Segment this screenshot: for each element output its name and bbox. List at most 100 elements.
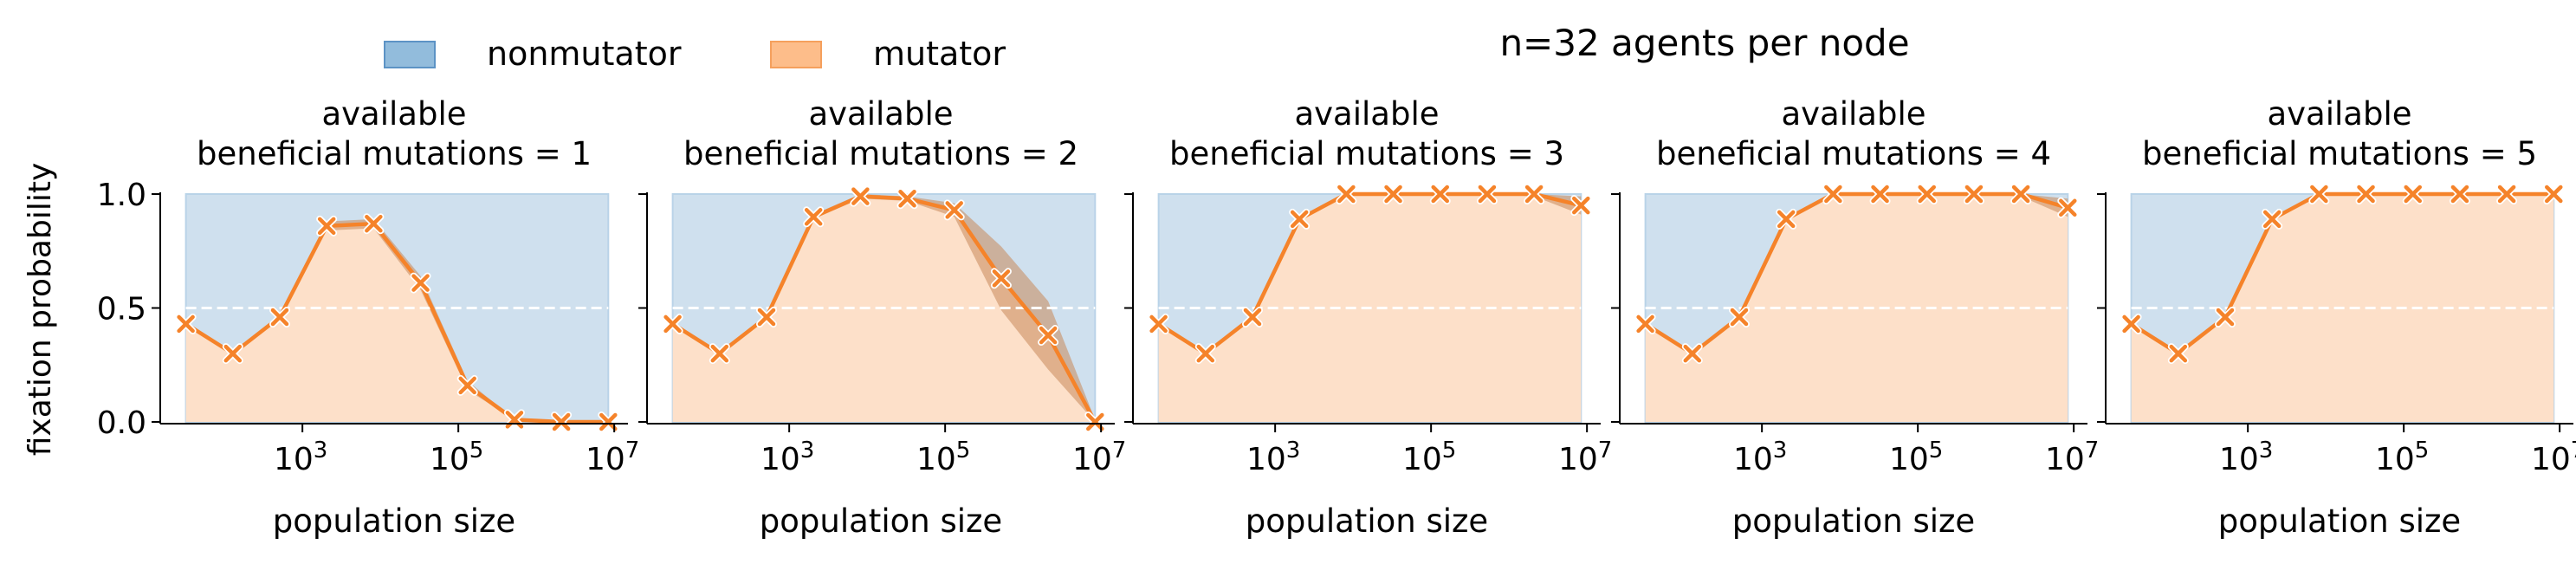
x-tick-label: 107	[1072, 438, 1126, 477]
marker	[663, 314, 682, 334]
x-tick-label: 105	[1889, 438, 1943, 477]
x-tick-label: 107	[1558, 438, 1612, 477]
x-tick-label: 103	[761, 438, 814, 477]
data-point-4	[316, 215, 338, 237]
mutator-line	[2130, 191, 2554, 356]
marker	[177, 314, 195, 334]
data-point-3	[2214, 307, 2236, 328]
y-tick-label: 1.0	[97, 178, 146, 213]
data-point-3	[1728, 307, 1750, 328]
panel-title-line1: available	[321, 95, 466, 133]
x-axis-label: population size	[760, 502, 1002, 540]
panel-title-line1: available	[2267, 95, 2411, 133]
data-point-1	[1634, 313, 1656, 334]
data-point-3	[755, 307, 777, 328]
data-point-1	[662, 313, 683, 334]
data-point-2	[709, 343, 730, 365]
mutator-line	[1157, 191, 1582, 356]
panel-title-line2: beneficial mutations = 2	[683, 135, 1078, 172]
marker	[710, 344, 729, 363]
data-point-6	[410, 272, 431, 294]
x-tick-label: 103	[1733, 438, 1787, 477]
legend: nonmutator mutator	[384, 35, 1006, 73]
marker	[851, 187, 870, 205]
panel-title-line2: beneficial mutations = 5	[2142, 135, 2537, 172]
legend-swatch-mutator	[770, 41, 822, 68]
marker	[1524, 185, 1544, 204]
data-point-2	[2167, 343, 2189, 365]
x-tick-label: 107	[2531, 438, 2576, 477]
marker	[270, 308, 289, 327]
data-point-7	[2402, 184, 2424, 204]
marker	[2545, 185, 2563, 204]
data-point-6	[1382, 184, 1404, 204]
marker	[992, 269, 1011, 288]
data-point-6	[896, 188, 918, 210]
data-point-10	[1570, 195, 1592, 217]
mutator-line	[184, 221, 609, 425]
data-point-1	[1148, 313, 1169, 334]
data-point-9	[2496, 184, 2518, 204]
data-point-10	[2543, 184, 2565, 204]
data-point-9	[551, 412, 573, 432]
data-point-10	[1084, 412, 1106, 432]
x-tick-label: 105	[430, 438, 483, 477]
marker	[2262, 210, 2282, 229]
x-axis-label: population size	[1732, 502, 1975, 540]
data-point-7	[1429, 184, 1451, 204]
marker	[552, 412, 571, 431]
x-tick-label: 105	[916, 438, 970, 477]
marker	[1337, 185, 1356, 204]
data-point-5	[363, 213, 385, 235]
data-point-4	[2262, 208, 2283, 230]
marker	[599, 412, 618, 431]
data-point-6	[2355, 184, 2377, 204]
marker	[804, 208, 823, 226]
panel-title-line2: beneficial mutations = 1	[197, 135, 592, 172]
marker	[1478, 185, 1497, 204]
data-point-10	[598, 412, 619, 432]
data-point-5	[850, 185, 871, 207]
data-point-5	[1336, 184, 1357, 204]
y-tick-label: 0.0	[97, 405, 146, 441]
marker	[2404, 185, 2422, 204]
data-point-7	[456, 374, 478, 396]
marker	[2169, 344, 2188, 363]
marker	[2122, 314, 2140, 334]
x-tick-label: 103	[2219, 438, 2273, 477]
x-tick-label: 105	[2375, 438, 2429, 477]
y-tick-label: 0.5	[97, 292, 146, 327]
x-tick-label: 103	[1246, 438, 1300, 477]
panel-title-line2: beneficial mutations = 3	[1169, 135, 1564, 172]
marker	[898, 190, 916, 208]
marker	[1149, 314, 1168, 334]
data-point-8	[2449, 184, 2470, 204]
marker	[1636, 314, 1654, 334]
mutator-line	[1644, 191, 2068, 356]
marker	[1964, 185, 1984, 204]
marker	[1039, 326, 1058, 345]
panel-title-line2: beneficial mutations = 4	[1656, 135, 2051, 172]
marker	[2059, 198, 2077, 217]
marker	[458, 376, 476, 395]
data-point-5	[1822, 184, 1844, 204]
mutator-area	[185, 224, 609, 422]
marker	[411, 274, 430, 292]
data-point-5	[2308, 184, 2330, 204]
data-point-1	[2120, 313, 2142, 334]
data-point-4	[803, 206, 825, 228]
marker	[1431, 185, 1449, 204]
data-point-3	[1241, 307, 1263, 328]
data-point-1	[175, 313, 197, 334]
panel-title-line1: available	[1781, 95, 1926, 133]
legend-swatch-nonmutator	[384, 41, 436, 68]
data-point-2	[1194, 343, 1216, 365]
data-point-9	[1038, 325, 1059, 347]
